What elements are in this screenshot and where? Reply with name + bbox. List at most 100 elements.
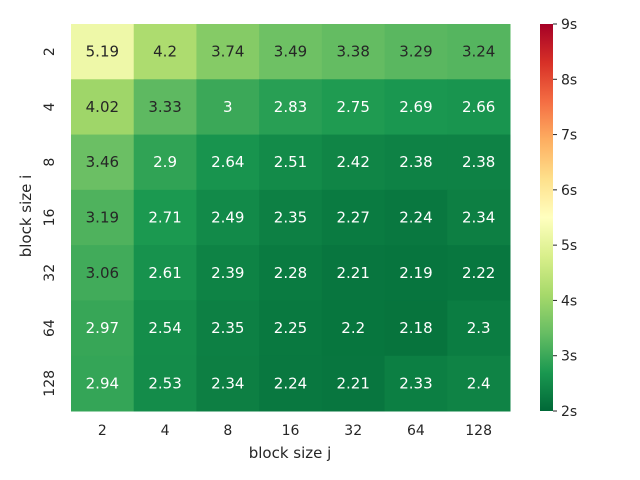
cell-value-label: 2.21 [337,264,370,282]
x-tick-label: 128 [465,423,492,439]
heatmap-cell [384,79,448,136]
x-tick-labels: 2 4 8 16 32 64 128 [98,423,492,439]
y-tick-label: 64 [42,319,58,337]
heatmap-cell [321,79,386,136]
heatmap-cell [259,245,323,301]
cell-value-label: 2.64 [211,153,244,171]
heatmap-cell [447,134,511,191]
heatmap-cell [447,245,511,301]
heatmap-cell [133,189,197,246]
cell-value-label: 2.35 [211,319,244,337]
heatmap-cell [196,300,260,357]
cell-value-label: 2.9 [153,153,177,171]
x-tick-label: 2 [98,423,107,439]
heatmap-cell [321,245,386,301]
heatmap-cell [259,300,323,357]
heatmap-cell [196,24,260,80]
heatmap-cell [321,189,386,246]
cell-value-label: 2.19 [399,264,432,282]
heatmap-cell [71,245,135,301]
heatmap-cell [196,134,260,191]
colorbar-tick-label: 5s [561,238,577,254]
heatmap-cell [196,245,260,301]
cell-value-label: 3.24 [462,43,495,61]
cell-value-label: 4.02 [86,98,119,116]
heatmap-cell [447,79,511,136]
heatmap-cell [133,24,197,80]
cell-value-label: 5.19 [86,43,119,61]
heatmap-cell [384,245,448,301]
heatmap-cell [259,24,323,80]
colorbar-tick-label: 6s [561,183,577,199]
cell-value-label: 3.29 [399,43,432,61]
cell-value-label: 2.42 [337,153,370,171]
heatmap-cell [259,134,323,191]
y-tick-label: 4 [42,102,58,111]
cell-value-label: 2.35 [274,209,307,227]
x-axis-label: block size j [249,444,332,462]
cell-value-label: 2.38 [399,153,432,171]
x-tick-label: 32 [344,423,362,439]
y-axis-label: block size i [17,175,35,258]
y-tick-label: 128 [42,370,58,397]
colorbar-tick-label: 8s [561,72,577,88]
colorbar-tick-label: 9s [561,17,577,33]
heatmap-cell [321,355,386,412]
cell-value-label: 2.24 [399,209,432,227]
colorbar-tick-label: 7s [561,128,577,144]
cell-value-label: 2.97 [86,319,119,337]
y-tick-label: 8 [42,158,58,167]
cell-value-label: 2.34 [462,209,495,227]
cell-value-label: 2.34 [211,374,244,392]
cell-value-label: 2.54 [148,319,181,337]
y-tick-label: 32 [42,264,58,282]
heatmap-cell [71,355,135,412]
cell-value-label: 2.27 [337,209,370,227]
cell-value-label: 2.49 [211,209,244,227]
cell-value-label: 2.33 [399,374,432,392]
heatmap-cell [384,24,448,80]
heatmap-cell [259,79,323,136]
heatmap-cell [321,134,386,191]
cell-value-label: 2.69 [399,98,432,116]
cell-value-label: 3.06 [86,264,119,282]
heatmap-cell [196,189,260,246]
cell-value-label: 3.19 [86,209,119,227]
cell-value-label: 2.21 [337,374,370,392]
heatmap-cell [71,134,135,191]
cell-value-label: 2.39 [211,264,244,282]
heatmap-cell [71,24,135,80]
x-tick-label: 64 [407,423,425,439]
heatmap-cell [133,79,197,136]
colorbar-tick-label: 3s [561,349,577,365]
heatmap-cell [384,189,448,246]
cell-value-label: 2.25 [274,319,307,337]
cell-value-label: 2.4 [467,374,491,392]
cell-value-label: 2.94 [86,374,119,392]
y-tick-label: 2 [42,47,58,56]
cell-value-label: 2.61 [148,264,181,282]
heatmap-cell [447,355,511,412]
colorbar-ticks: 2s 3s 4s 5s 6s 7s 8s 9s [553,17,577,420]
cell-value-label: 2.3 [467,319,491,337]
x-tick-label: 8 [223,423,232,439]
cell-value-label: 3.38 [337,43,370,61]
heatmap-cell [133,245,197,301]
heatmap-cell [384,355,448,412]
heatmap-cell [384,134,448,191]
heatmap-cell [196,355,260,412]
cell-value-label: 2.38 [462,153,495,171]
x-tick-label: 16 [282,423,300,439]
heatmap-cell [71,189,135,246]
heatmap-cell [259,355,323,412]
heatmap-cell [447,24,511,80]
y-tick-labels: 2 4 8 16 32 64 128 [42,47,58,397]
y-tick-label: 16 [42,209,58,227]
cell-value-label: 2.53 [148,374,181,392]
heatmap-cell [321,24,386,80]
heatmap-cell [384,300,448,357]
cell-value-label: 2.24 [274,374,307,392]
heatmap-cell [447,300,511,357]
heatmap-cell [196,79,260,136]
colorbar [540,24,553,411]
